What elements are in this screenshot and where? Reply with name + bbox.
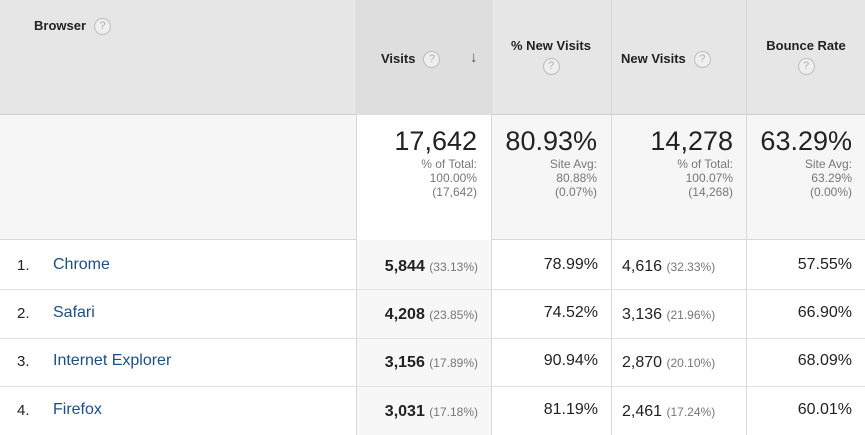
summary-new-visits-value: 14,278: [650, 126, 733, 156]
col-divider: [356, 0, 357, 435]
summary-visits-line1: % of Total:: [421, 157, 477, 171]
row-divider: [0, 289, 865, 290]
help-icon[interactable]: ?: [542, 58, 560, 76]
new-visits-pct-value: 78.99%: [543, 256, 598, 273]
summary-new-visits-pct-line1: Site Avg:: [549, 157, 597, 171]
new-visits-percent: (32.33%): [666, 260, 716, 274]
new-visits-pct-value: 74.52%: [543, 304, 598, 321]
summary-visits-value: 17,642: [394, 126, 477, 156]
new-visits-value: 2,870: [622, 354, 663, 371]
browser-link[interactable]: Internet Explorer: [53, 352, 172, 369]
summary-new-visits-pct-line3: (0.07%): [554, 185, 597, 199]
visits-percent: (33.13%): [429, 260, 478, 274]
summary-new-visits-pct: 80.93% Site Avg: 80.88% (0.07%): [491, 126, 597, 199]
bounce-rate-value: 68.09%: [797, 352, 852, 369]
visits-percent: (17.18%): [429, 405, 478, 419]
bounce-rate-value: 57.55%: [797, 256, 852, 273]
row-rank: 1.: [17, 257, 30, 274]
summary-new-visits: 14,278 % of Total: 100.07% (14,268): [611, 126, 733, 199]
row-rank: 2.: [17, 305, 30, 322]
summary-visits-line3: (17,642): [432, 185, 477, 199]
summary-new-visits-pct-line2: 80.88%: [556, 171, 597, 185]
summary-bounce-rate-line1: Site Avg:: [804, 157, 852, 171]
summary-visits: 17,642 % of Total: 100.00% (17,642): [357, 126, 477, 199]
visits-percent: (17.89%): [429, 356, 478, 370]
visits-value: 5,844: [384, 258, 425, 275]
visits-cell: 3,156 (17.89%): [357, 354, 478, 372]
header-new-visits[interactable]: New Visits?: [621, 51, 711, 69]
summary-new-visits-line1: % of Total:: [677, 157, 733, 171]
header-visits-label[interactable]: Visits: [381, 51, 416, 66]
new-visits-percent: (20.10%): [666, 356, 716, 370]
visits-value: 4,208: [384, 306, 425, 323]
header-bounce-rate-label[interactable]: Bounce Rate: [766, 38, 846, 53]
new-visits-percent: (21.96%): [666, 308, 716, 322]
new-visits-pct-value: 90.94%: [543, 352, 598, 369]
col-divider: [746, 0, 747, 435]
help-icon[interactable]: ?: [797, 58, 815, 76]
summary-bounce-rate: 63.29% Site Avg: 63.29% (0.00%): [746, 126, 852, 199]
visits-cell: 4,208 (23.85%): [357, 306, 478, 324]
browser-link[interactable]: Safari: [53, 304, 95, 321]
header-new-visits-label[interactable]: New Visits: [621, 51, 686, 66]
summary-new-visits-line3: (14,268): [688, 185, 733, 199]
browser-link[interactable]: Chrome: [53, 256, 110, 273]
visits-value: 3,031: [384, 403, 425, 420]
col-divider: [491, 0, 492, 435]
visits-column-bg: [357, 240, 491, 435]
bounce-rate-value: 60.01%: [797, 401, 852, 418]
new-visits-value: 4,616: [622, 258, 663, 275]
col-divider: [611, 0, 612, 435]
sort-descending-icon[interactable]: ↓: [470, 49, 478, 66]
help-icon[interactable]: ?: [693, 51, 711, 69]
visits-cell: 5,844 (33.13%): [357, 258, 478, 276]
help-icon[interactable]: ?: [423, 51, 441, 69]
summary-new-visits-line2: 100.07%: [685, 171, 733, 185]
visits-value: 3,156: [384, 354, 425, 371]
row-rank: 3.: [17, 353, 30, 370]
bounce-rate-value: 66.90%: [797, 304, 852, 321]
new-visits-value: 3,136: [622, 306, 663, 323]
summary-bounce-rate-line3: (0.00%): [809, 185, 852, 199]
header-new-visits-pct-label[interactable]: % New Visits: [511, 38, 591, 53]
browser-link[interactable]: Firefox: [53, 401, 102, 418]
new-visits-cell: 2,461 (17.24%): [622, 403, 715, 421]
summary-visits-line2: 100.00%: [429, 171, 477, 185]
row-rank: 4.: [17, 402, 30, 419]
row-divider: [0, 338, 865, 339]
visits-percent: (23.85%): [429, 308, 478, 322]
new-visits-cell: 4,616 (32.33%): [622, 258, 715, 276]
help-icon[interactable]: ?: [94, 18, 112, 36]
summary-bounce-rate-value: 63.29%: [760, 126, 852, 156]
summary-bounce-rate-line2: 63.29%: [811, 171, 852, 185]
header-browser-label: Browser: [34, 18, 87, 33]
visits-cell: 3,031 (17.18%): [357, 403, 478, 421]
new-visits-cell: 3,136 (21.96%): [622, 306, 715, 324]
summary-visits-bg: [357, 115, 491, 240]
new-visits-percent: (17.24%): [666, 405, 716, 419]
new-visits-cell: 2,870 (20.10%): [622, 354, 715, 372]
header-visits[interactable]: Visits?: [381, 51, 441, 69]
header-browser: Browser?: [34, 18, 112, 36]
new-visits-pct-value: 81.19%: [543, 401, 598, 418]
row-divider: [0, 386, 865, 387]
header-bounce-rate[interactable]: Bounce Rate ?: [747, 38, 865, 76]
summary-new-visits-pct-value: 80.93%: [505, 126, 597, 156]
new-visits-value: 2,461: [622, 403, 663, 420]
header-new-visits-pct[interactable]: % New Visits ?: [491, 38, 611, 76]
